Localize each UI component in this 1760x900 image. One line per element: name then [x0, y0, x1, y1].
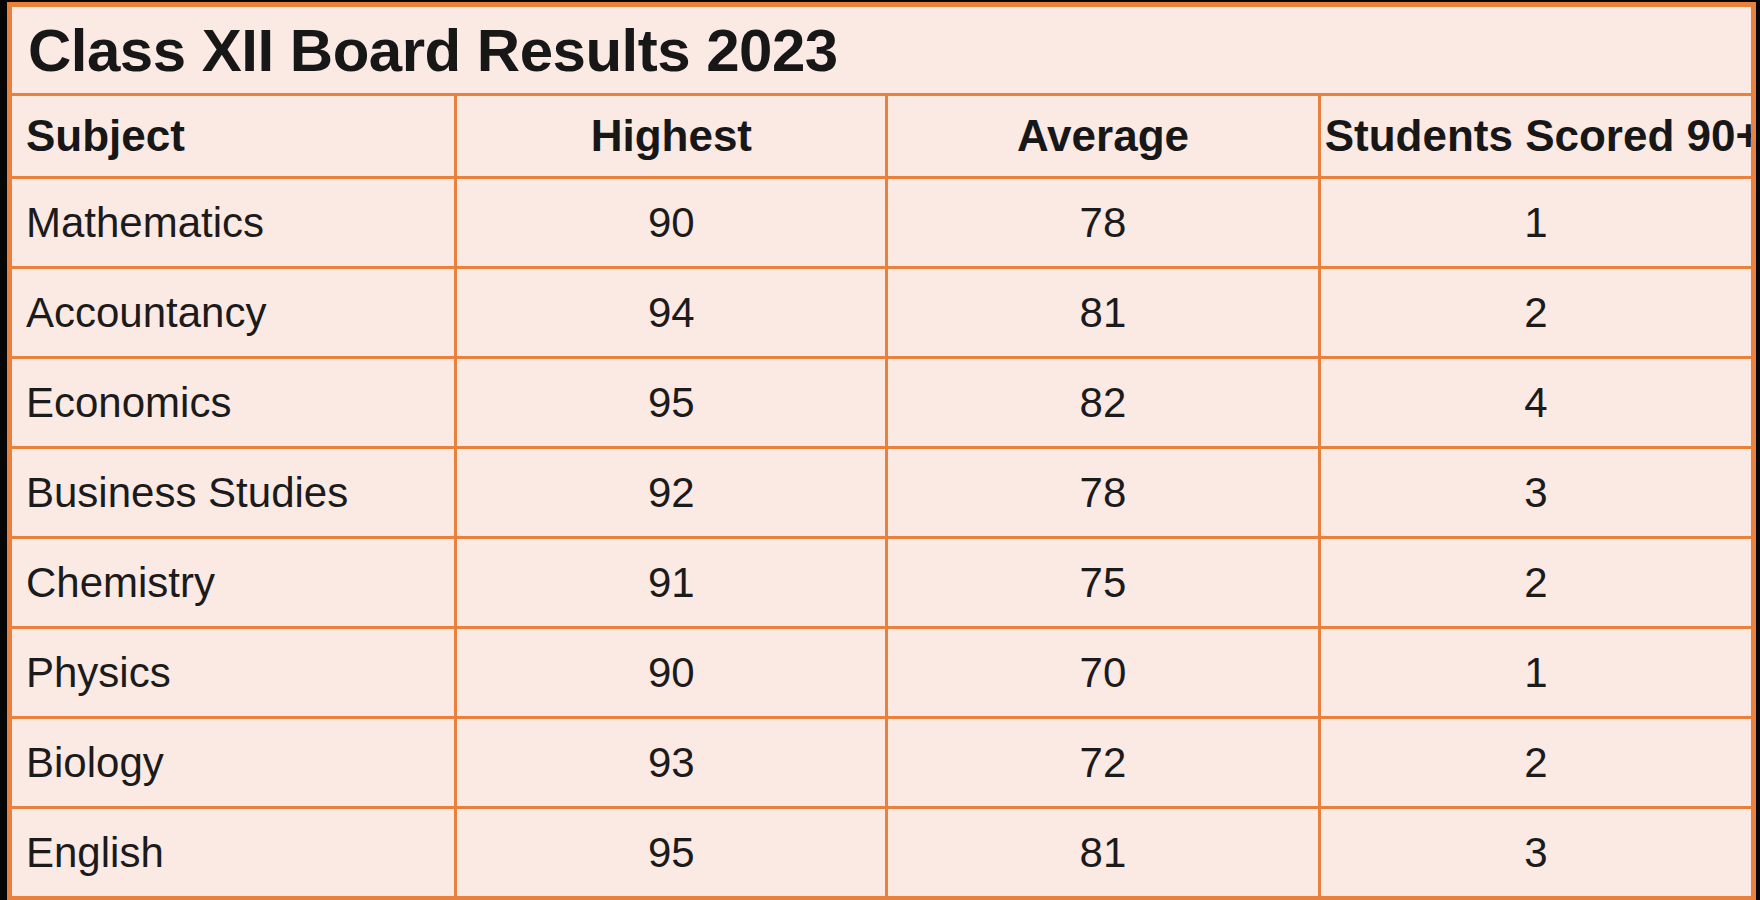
value-cell: 93 [456, 718, 887, 808]
value-cell: 2 [1319, 538, 1753, 628]
value-cell: 3 [1319, 808, 1753, 899]
page-title: Class XII Board Results 2023 [10, 5, 1754, 95]
column-header-subject: Subject [10, 95, 456, 178]
value-cell: 75 [887, 538, 1320, 628]
value-cell: 4 [1319, 358, 1753, 448]
title-row: Class XII Board Results 2023 [10, 5, 1754, 95]
subject-cell: English [10, 808, 456, 899]
value-cell: 81 [887, 808, 1320, 899]
subject-cell: Physics [10, 628, 456, 718]
table-row-chemistry: Chemistry91752 [10, 538, 1754, 628]
value-cell: 1 [1319, 178, 1753, 268]
subject-cell: Accountancy [10, 268, 456, 358]
value-cell: 78 [887, 178, 1320, 268]
results-table: Class XII Board Results 2023 SubjectHigh… [7, 2, 1756, 900]
table-row-biology: Biology93722 [10, 718, 1754, 808]
subject-cell: Economics [10, 358, 456, 448]
value-cell: 81 [887, 268, 1320, 358]
value-cell: 2 [1319, 268, 1753, 358]
value-cell: 92 [456, 448, 887, 538]
value-cell: 2 [1319, 718, 1753, 808]
value-cell: 82 [887, 358, 1320, 448]
table-row-physics: Physics90701 [10, 628, 1754, 718]
subject-cell: Chemistry [10, 538, 456, 628]
table-row-economics: Economics95824 [10, 358, 1754, 448]
value-cell: 78 [887, 448, 1320, 538]
table-header-row: SubjectHighestAverageStudents Scored 90+ [10, 95, 1754, 178]
table-row-business-studies: Business Studies92783 [10, 448, 1754, 538]
column-header-highest: Highest [456, 95, 887, 178]
value-cell: 95 [456, 358, 887, 448]
value-cell: 91 [456, 538, 887, 628]
value-cell: 1 [1319, 628, 1753, 718]
table-row-mathematics: Mathematics90781 [10, 178, 1754, 268]
column-header-average: Average [887, 95, 1320, 178]
table-row-accountancy: Accountancy94812 [10, 268, 1754, 358]
value-cell: 3 [1319, 448, 1753, 538]
value-cell: 90 [456, 628, 887, 718]
table-row-english: English95813 [10, 808, 1754, 899]
page-background: Class XII Board Results 2023 SubjectHigh… [0, 0, 1760, 900]
subject-cell: Business Studies [10, 448, 456, 538]
subject-cell: Biology [10, 718, 456, 808]
value-cell: 72 [887, 718, 1320, 808]
value-cell: 95 [456, 808, 887, 899]
value-cell: 90 [456, 178, 887, 268]
column-header-students-scored-90: Students Scored 90+ [1319, 95, 1753, 178]
subject-cell: Mathematics [10, 178, 456, 268]
value-cell: 94 [456, 268, 887, 358]
value-cell: 70 [887, 628, 1320, 718]
